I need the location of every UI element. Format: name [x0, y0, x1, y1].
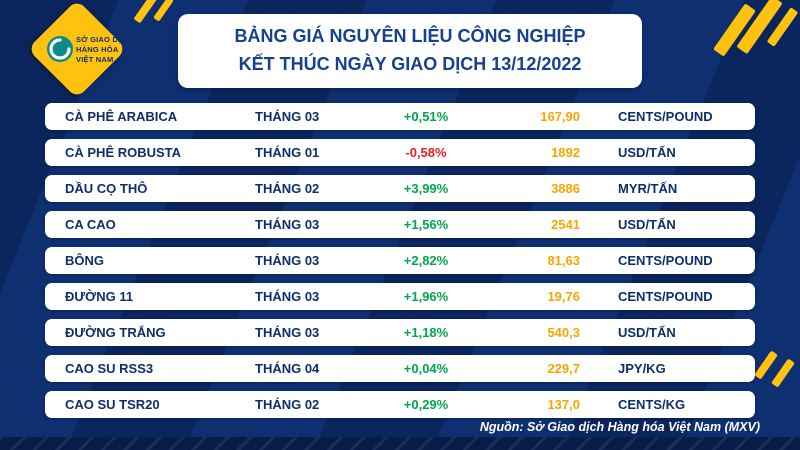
- price-value: 2541: [551, 217, 580, 232]
- table-row: CAO SU TSR20 THÁNG 02 +0,29% 137,0 CENTS…: [45, 391, 755, 418]
- price-unit: USD/TẤN: [618, 217, 676, 232]
- price-value: 81,63: [547, 253, 580, 268]
- logo-swirl-icon: [47, 36, 73, 62]
- contract-month: THÁNG 03: [255, 325, 320, 340]
- price-unit: CENTS/POUND: [618, 289, 713, 304]
- change-percent: +0,04%: [403, 361, 449, 376]
- price-value: 167,90: [540, 109, 580, 124]
- price-value: 229,7: [547, 361, 580, 376]
- mxv-logo: SỞ GIAO DỊCH HÀNG HÓA VIỆT NAM: [20, 0, 140, 100]
- commodity-name: CÀ PHÊ ROBUSTA: [65, 145, 182, 160]
- price-unit: JPY/KG: [618, 361, 666, 376]
- commodity-name: DẦU CỌ THÔ: [65, 181, 148, 196]
- price-value: 137,0: [547, 397, 580, 412]
- contract-month: THÁNG 03: [255, 289, 320, 304]
- logo-line: VIỆT NAM: [76, 55, 114, 65]
- commodity-name: ĐƯỜNG TRẮNG: [65, 325, 166, 340]
- logo-line: HÀNG HÓA: [76, 45, 119, 55]
- commodity-name: CÀ PHÊ ARABICA: [65, 109, 178, 124]
- contract-month: THÁNG 02: [255, 397, 320, 412]
- table-row: CA CAO THÁNG 03 +1,56% 2541 USD/TẤN: [45, 211, 755, 238]
- table-row: DẦU CỌ THÔ THÁNG 02 +3,99% 3886 MYR/TẤN: [45, 175, 755, 202]
- price-value: 19,76: [547, 289, 580, 304]
- footer-pattern: [0, 437, 800, 450]
- price-value: 540,3: [547, 325, 580, 340]
- table-row: ĐƯỜNG 11 THÁNG 03 +1,96% 19,76 CENTS/POU…: [45, 283, 755, 310]
- table-row: CAO SU RSS3 THÁNG 04 +0,04% 229,7 JPY/KG: [45, 355, 755, 382]
- logo-text: SỞ GIAO DỊCH HÀNG HÓA VIỆT NAM: [76, 35, 131, 65]
- title-box: BẢNG GIÁ NGUYÊN LIỆU CÔNG NGHIỆP KẾT THÚ…: [178, 14, 642, 88]
- change-percent: +0,29%: [403, 397, 449, 412]
- commodity-name: CAO SU TSR20: [65, 397, 160, 412]
- page-title: BẢNG GIÁ NGUYÊN LIỆU CÔNG NGHIỆP: [234, 26, 586, 46]
- commodity-name: ĐƯỜNG 11: [65, 289, 134, 304]
- footer-strip: [0, 437, 800, 450]
- source-credit: Nguồn: Sở Giao dịch Hàng hóa Việt Nam (M…: [479, 420, 760, 434]
- change-percent: +1,56%: [403, 217, 449, 232]
- price-value: 1892: [551, 145, 580, 160]
- commodity-name: CA CAO: [65, 217, 116, 232]
- price-unit: CENTS/POUND: [618, 253, 713, 268]
- change-percent: -0,58%: [405, 145, 447, 160]
- table-row: CÀ PHÊ ROBUSTA THÁNG 01 -0,58% 1892 USD/…: [45, 139, 755, 166]
- change-percent: +1,18%: [403, 325, 449, 340]
- contract-month: THÁNG 04: [255, 361, 320, 376]
- price-table: CÀ PHÊ ARABICA THÁNG 03 +0,51% 167,90 CE…: [45, 103, 755, 427]
- price-unit: CENTS/POUND: [618, 109, 713, 124]
- table-row: ĐƯỜNG TRẮNG THÁNG 03 +1,18% 540,3 USD/TẤ…: [45, 319, 755, 346]
- contract-month: THÁNG 01: [255, 145, 320, 160]
- price-unit: USD/TẤN: [618, 325, 676, 340]
- change-percent: +1,96%: [403, 289, 449, 304]
- price-unit: CENTS/KG: [618, 397, 686, 412]
- change-percent: +0,51%: [403, 109, 449, 124]
- logo-line: SỞ GIAO DỊCH: [76, 35, 132, 44]
- price-value: 3886: [551, 181, 580, 196]
- commodity-name: BÔNG: [65, 253, 104, 268]
- contract-month: THÁNG 03: [255, 109, 320, 124]
- contract-month: THÁNG 02: [255, 181, 320, 196]
- contract-month: THÁNG 03: [255, 217, 320, 232]
- price-unit: MYR/TẤN: [618, 181, 678, 196]
- table-row: BÔNG THÁNG 03 +2,82% 81,63 CENTS/POUND: [45, 247, 755, 274]
- contract-month: THÁNG 03: [255, 253, 320, 268]
- page-subtitle: KẾT THÚC NGÀY GIAO DỊCH 13/12/2022: [238, 53, 582, 74]
- table-row: CÀ PHÊ ARABICA THÁNG 03 +0,51% 167,90 CE…: [45, 103, 755, 130]
- change-percent: +2,82%: [403, 253, 449, 268]
- price-unit: USD/TẤN: [618, 145, 676, 160]
- change-percent: +3,99%: [403, 181, 449, 196]
- commodity-name: CAO SU RSS3: [65, 361, 154, 376]
